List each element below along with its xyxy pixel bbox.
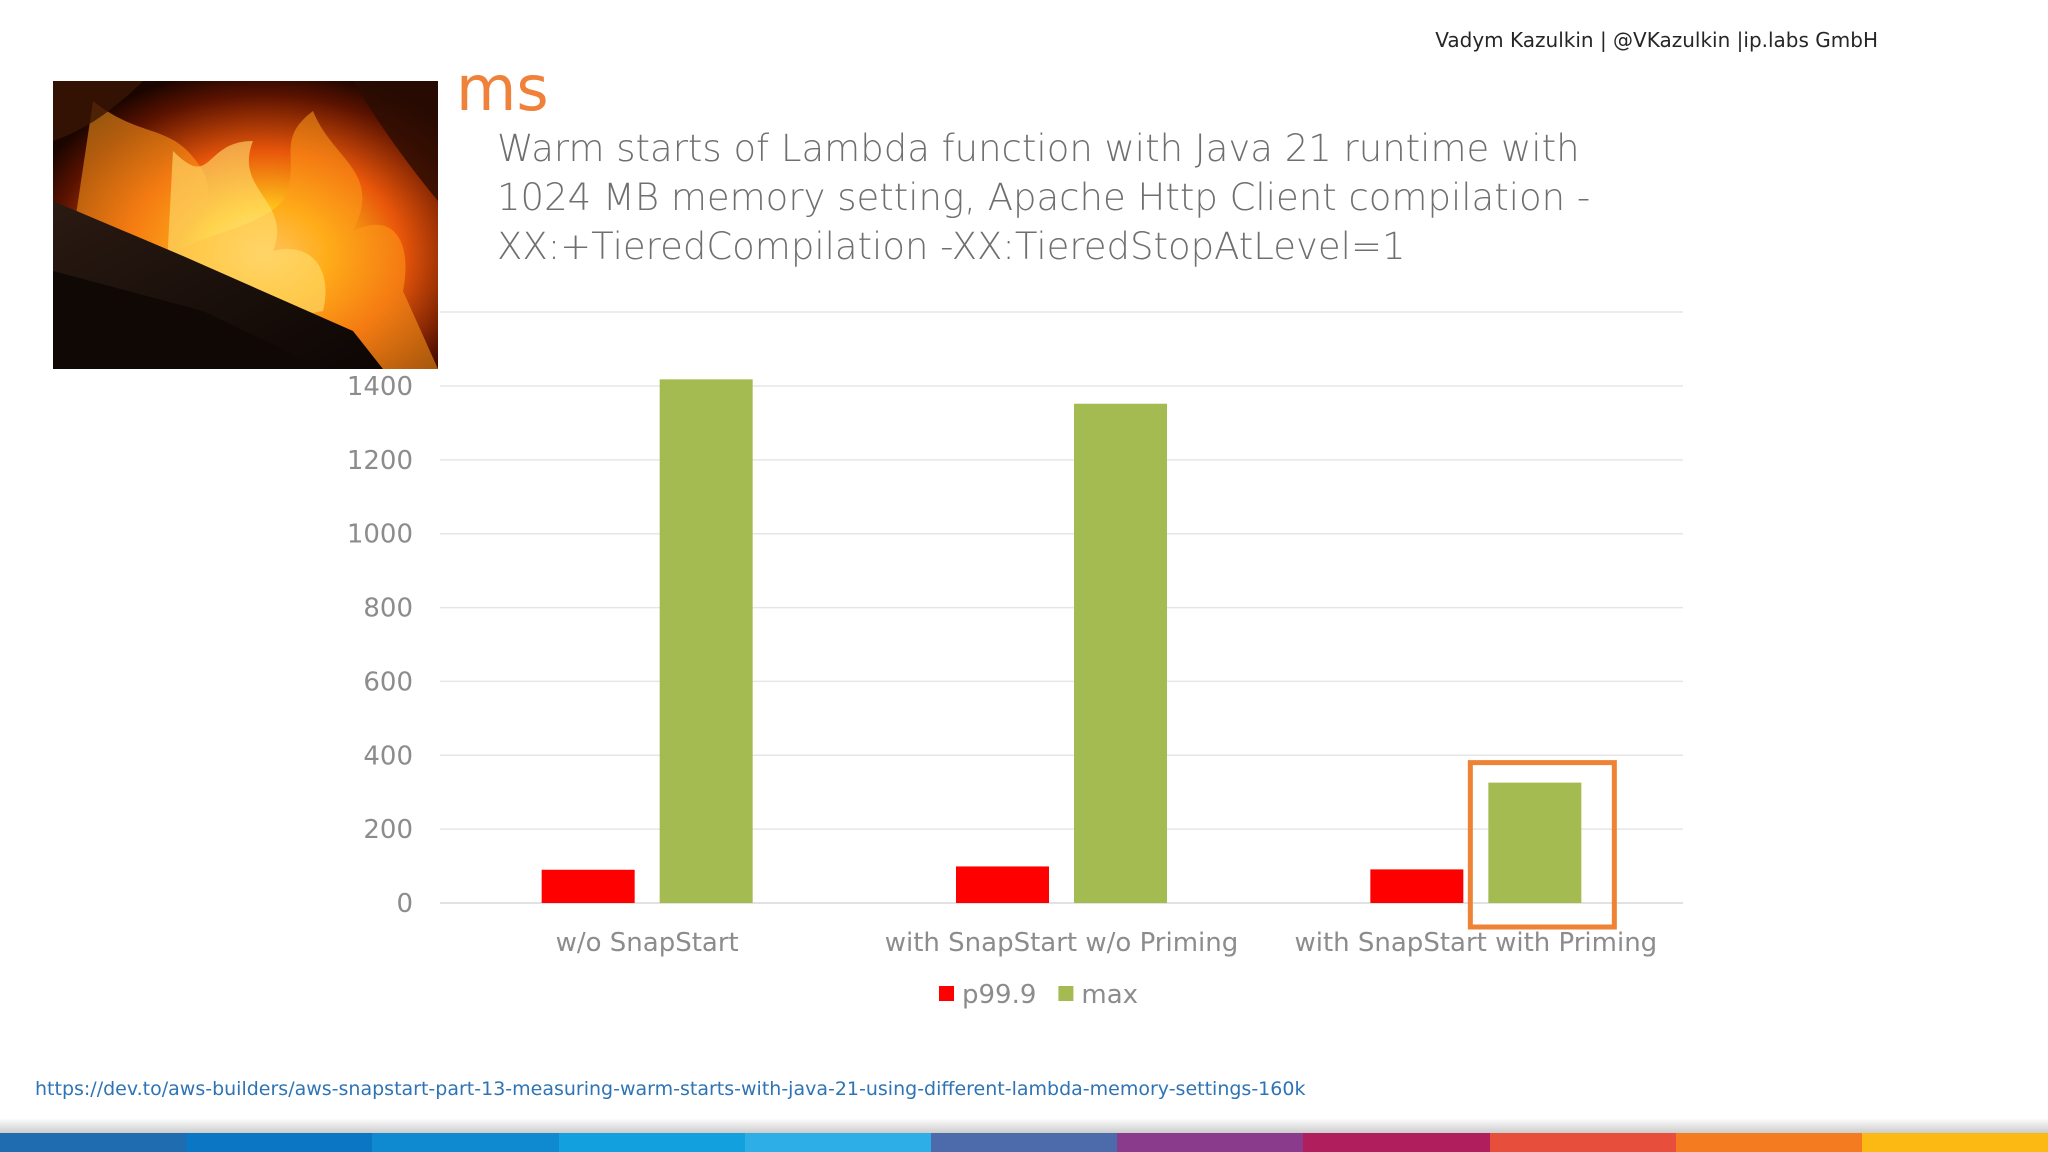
- bar-p999-1: [956, 866, 1049, 903]
- footer-color-segment: [1861, 1133, 2048, 1152]
- x-axis-labels: w/o SnapStart with SnapStart w/o Priming w…: [556, 928, 1658, 958]
- y-tick-label: 800: [363, 594, 413, 624]
- fire-illustration: [53, 81, 438, 369]
- x-tick-label: with SnapStart w/o Priming: [885, 928, 1239, 958]
- y-tick-label: 1200: [347, 446, 413, 476]
- footer-color-segment: [1675, 1133, 1862, 1152]
- bar-p999-2: [1370, 869, 1464, 903]
- highlight-box: [1467, 760, 1617, 930]
- bar-p999-0: [541, 869, 635, 903]
- footer-color-segment: [372, 1133, 559, 1152]
- y-tick-label: 1400: [347, 372, 413, 402]
- footer-color-segment: [558, 1133, 745, 1152]
- fire-image: [53, 81, 438, 369]
- title-line: 1024 MB memory setting, Apache Http Clie…: [497, 176, 1591, 219]
- gridlines: [440, 311, 1683, 904]
- footer-color-bar: [0, 1133, 2048, 1152]
- footer-color-segment: [0, 1133, 187, 1152]
- x-tick-label: with SnapStart with Priming: [1294, 928, 1657, 958]
- bar-max-1: [1074, 403, 1167, 903]
- y-tick-label: 400: [363, 741, 413, 771]
- bar-max-0: [659, 379, 753, 903]
- legend-label: p99.9: [962, 980, 1036, 1010]
- title-line: Warm starts of Lambda function with Java…: [497, 127, 1580, 170]
- source-link[interactable]: https://dev.to/aws-builders/aws-snapstar…: [35, 1078, 1306, 1100]
- chart-title: Warm starts of Lambda function with Java…: [497, 124, 1597, 271]
- footer-color-segment: [1303, 1133, 1490, 1152]
- bar-max-2: [1488, 782, 1582, 903]
- legend-swatch: [1058, 986, 1074, 1001]
- footer-color-segment: [930, 1133, 1118, 1152]
- legend-label: max: [1081, 980, 1138, 1010]
- highlight-rect: [1467, 760, 1617, 930]
- y-tick-label: 600: [363, 667, 413, 697]
- unit-label: ms: [456, 52, 549, 125]
- x-tick-label: w/o SnapStart: [556, 928, 739, 958]
- title-line: XX:+TieredCompilation -XX:TieredStopAtLe…: [497, 225, 1406, 268]
- author-credit: Vadym Kazulkin | @VKazulkin |ip.labs Gmb…: [1435, 28, 1878, 52]
- footer-color-segment: [1117, 1133, 1304, 1152]
- footer-color-segment: [186, 1133, 373, 1152]
- footer-color-segment: [1489, 1133, 1676, 1152]
- y-tick-label: 1000: [347, 520, 413, 550]
- legend: p99.9 max: [939, 980, 1138, 1010]
- footer-color-segment: [744, 1133, 931, 1152]
- y-axis-ticks: 0 200 400 600 800 1000 1200 1400: [347, 372, 413, 919]
- bars: [541, 379, 1582, 903]
- legend-swatch: [939, 986, 954, 1001]
- bottom-shadow: [0, 1118, 2048, 1134]
- y-tick-label: 0: [396, 889, 413, 919]
- y-tick-label: 200: [363, 815, 413, 845]
